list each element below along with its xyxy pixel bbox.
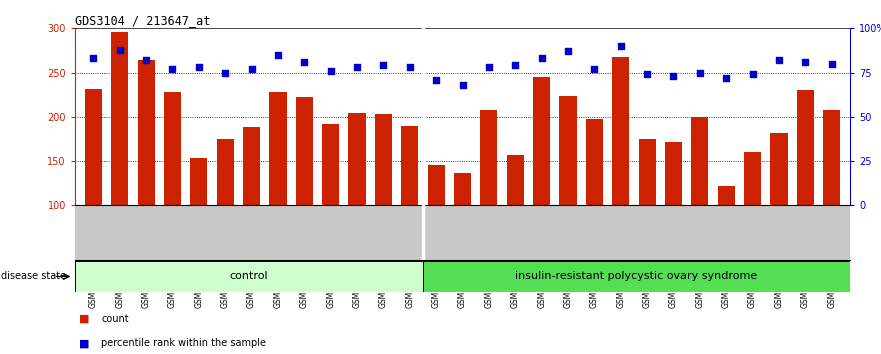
Text: ■: ■ xyxy=(79,338,90,348)
Point xyxy=(772,57,786,63)
Point xyxy=(588,66,602,72)
Text: count: count xyxy=(101,314,129,324)
Point xyxy=(403,64,417,70)
Text: control: control xyxy=(230,272,268,281)
Bar xyxy=(559,96,576,205)
Text: percentile rank within the sample: percentile rank within the sample xyxy=(101,338,266,348)
Bar xyxy=(137,60,155,205)
Point xyxy=(166,66,180,72)
Point xyxy=(218,70,233,75)
Bar xyxy=(217,139,233,205)
Point xyxy=(825,61,839,67)
Bar xyxy=(322,124,339,205)
Point xyxy=(535,56,549,61)
Bar xyxy=(480,110,498,205)
Bar xyxy=(639,139,655,205)
Bar xyxy=(823,110,840,205)
Bar xyxy=(349,113,366,205)
Point xyxy=(719,75,733,81)
Bar xyxy=(423,261,850,292)
Bar xyxy=(718,186,735,205)
Point xyxy=(429,77,443,82)
Bar xyxy=(75,261,423,292)
Point xyxy=(508,63,522,68)
Bar xyxy=(296,97,313,205)
Point xyxy=(245,66,259,72)
Point xyxy=(350,64,364,70)
Bar xyxy=(612,57,629,205)
Point xyxy=(614,43,628,49)
Point xyxy=(376,63,390,68)
Point xyxy=(270,52,285,58)
Text: GDS3104 / 213647_at: GDS3104 / 213647_at xyxy=(75,14,211,27)
Text: insulin-resistant polycystic ovary syndrome: insulin-resistant polycystic ovary syndr… xyxy=(515,272,758,281)
Bar xyxy=(243,127,260,205)
Point xyxy=(455,82,470,88)
Point xyxy=(323,68,337,74)
Bar xyxy=(744,152,761,205)
Point xyxy=(692,70,707,75)
Point xyxy=(798,59,812,65)
Point xyxy=(640,72,655,77)
Bar xyxy=(770,133,788,205)
Bar xyxy=(270,92,286,205)
Bar xyxy=(692,117,708,205)
Bar xyxy=(796,90,814,205)
Bar xyxy=(507,155,524,205)
Bar xyxy=(665,142,682,205)
Point xyxy=(86,56,100,61)
Bar xyxy=(427,166,445,205)
Bar xyxy=(164,92,181,205)
Point xyxy=(561,48,575,54)
Bar xyxy=(454,172,471,205)
Point xyxy=(745,72,759,77)
Bar xyxy=(374,114,392,205)
Bar xyxy=(190,158,207,205)
Point xyxy=(297,59,311,65)
Point xyxy=(482,64,496,70)
Point xyxy=(139,57,153,63)
Text: disease state: disease state xyxy=(2,272,67,281)
Point xyxy=(113,47,127,52)
Bar xyxy=(533,77,551,205)
Bar xyxy=(401,126,418,205)
Bar xyxy=(111,32,129,205)
Bar xyxy=(586,119,603,205)
Point xyxy=(192,64,206,70)
Point xyxy=(666,73,680,79)
Bar xyxy=(85,88,102,205)
Text: ■: ■ xyxy=(79,314,90,324)
